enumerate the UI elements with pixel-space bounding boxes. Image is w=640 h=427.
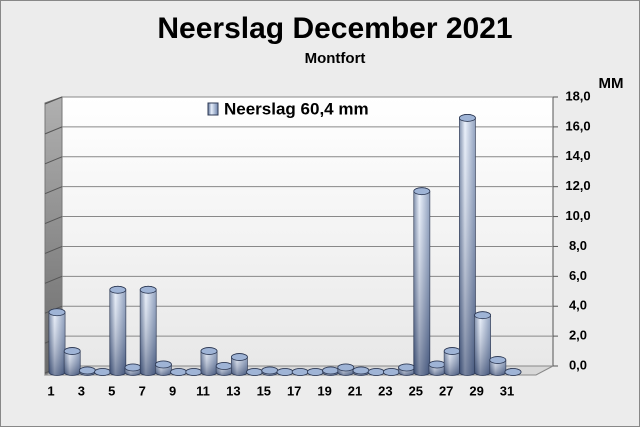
side-grid-line — [44, 216, 63, 225]
x-tick-label: 7 — [139, 383, 146, 398]
bar-top — [230, 353, 248, 361]
x-tick-label: 11 — [196, 383, 210, 398]
bar-top — [504, 368, 522, 376]
y-tick-label: 10,0 — [565, 208, 590, 223]
bar-top — [458, 114, 476, 122]
bar-top — [79, 366, 96, 375]
side-grid-line — [44, 96, 63, 105]
x-tick-label: 5 — [108, 383, 115, 398]
y-tick-label: 12,0 — [565, 178, 590, 193]
bar-top — [382, 368, 400, 376]
bar-top — [109, 285, 127, 294]
bar-top — [352, 366, 370, 375]
bar-top — [139, 285, 157, 294]
chart-subtitle: Montfort — [305, 50, 366, 67]
bar-top — [154, 360, 172, 369]
bar-shade — [140, 286, 157, 376]
x-tick-label: 19 — [317, 383, 331, 398]
bar-shade — [444, 347, 461, 376]
bar-top — [276, 368, 294, 376]
x-tick-label: 17 — [287, 383, 301, 398]
bar-top — [398, 363, 416, 372]
side-grid-line — [44, 275, 63, 284]
bar-shade — [64, 347, 81, 376]
x-tick-label: 9 — [169, 383, 176, 398]
side-grid-line — [44, 156, 63, 165]
side-grid-line — [44, 126, 63, 135]
bar-top — [246, 368, 264, 376]
bar-shade — [49, 308, 65, 376]
bar-top — [63, 347, 81, 355]
bar-shade — [459, 114, 476, 376]
bar-shade — [201, 347, 217, 376]
bar-top — [48, 308, 66, 317]
y-tick-label: 0,0 — [569, 357, 587, 372]
bar-top — [185, 368, 203, 376]
bar-shade — [413, 187, 430, 376]
bar-top — [337, 363, 355, 372]
side-grid-line — [44, 245, 63, 254]
bar-top — [322, 366, 340, 375]
x-tick-label: 13 — [226, 383, 240, 398]
y-tick-label: 4,0 — [569, 298, 587, 313]
bar-top — [215, 362, 233, 370]
y-tick-label: 16,0 — [565, 118, 590, 133]
x-tick-label: 1 — [47, 383, 54, 398]
bar-top — [306, 368, 324, 376]
chart-title: Neerslag December 2021 — [157, 12, 512, 45]
x-tick-label: 27 — [439, 383, 453, 398]
bar-top — [443, 347, 461, 355]
y-axis-label: MM — [599, 75, 624, 92]
x-tick-label: 31 — [500, 383, 514, 398]
bar-top — [170, 368, 188, 376]
y-tick-label: 2,0 — [569, 328, 587, 343]
x-tick-label: 21 — [348, 383, 362, 398]
x-tick-label: 25 — [409, 383, 423, 398]
x-tick-label: 23 — [378, 383, 392, 398]
legend-swatch — [207, 102, 219, 116]
bar-shade — [474, 311, 491, 376]
x-tick-label: 3 — [78, 383, 85, 398]
side-grid-line — [44, 186, 63, 195]
bar-top — [124, 363, 142, 372]
bar-top — [261, 366, 279, 375]
bar-top — [367, 368, 385, 376]
x-tick-label: 29 — [469, 383, 483, 398]
y-tick-label: 6,0 — [569, 268, 587, 283]
legend-label: Neerslag 60,4 mm — [224, 99, 369, 118]
bar-top — [200, 347, 218, 355]
y-tick-label: 8,0 — [569, 238, 587, 253]
y-tick-label: 18,0 — [565, 88, 590, 103]
bar-top — [428, 360, 446, 369]
bar-shade — [109, 286, 126, 376]
bar-top — [489, 356, 507, 364]
x-tick-label: 15 — [257, 383, 271, 398]
bar-top — [413, 187, 431, 196]
bar-top — [474, 311, 492, 320]
y-tick-label: 14,0 — [565, 148, 590, 163]
bar-top — [94, 368, 111, 376]
bar-top — [291, 368, 309, 376]
